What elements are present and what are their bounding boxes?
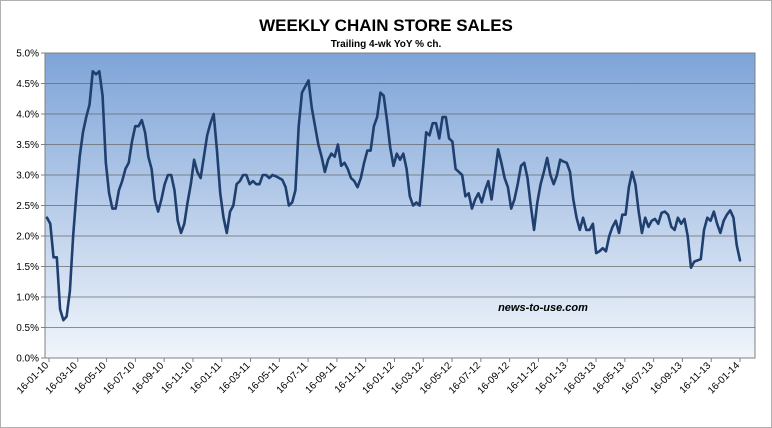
chart-title: WEEKLY CHAIN STORE SALES <box>259 16 513 35</box>
watermark: news-to-use.com <box>498 302 588 314</box>
series-line <box>45 70 742 322</box>
y-tick-label: 1.5% <box>16 262 39 273</box>
y-tick-label: 1.0% <box>16 293 39 304</box>
chart-subtitle: Trailing 4-wk YoY % ch. <box>331 39 442 50</box>
y-tick-label: 3.5% <box>16 140 39 151</box>
y-tick-label: 5.0% <box>16 49 39 60</box>
y-tick-label: 3.0% <box>16 171 39 182</box>
y-tick-label: 0.5% <box>16 323 39 334</box>
y-tick-label: 2.0% <box>16 232 39 243</box>
x-axis-ticks: 16-01-1016-03-1016-05-1016-07-1016-09-10… <box>15 358 742 396</box>
y-tick-label: 2.5% <box>16 201 39 212</box>
y-axis-ticks: 0.0% 0.5% 1.0% 1.5% 2.0% 2.5% 3.0% 3.5% 4.0% 4.5%… <box>16 49 45 365</box>
x-tick-label: 16-01-14 <box>706 360 742 396</box>
y-tick-label: 4.0% <box>16 110 39 121</box>
x-tick-label: 16-09-11 <box>303 360 339 396</box>
y-tick-label: 0.0% <box>16 354 39 365</box>
y-tick-label: 4.5% <box>16 79 39 90</box>
